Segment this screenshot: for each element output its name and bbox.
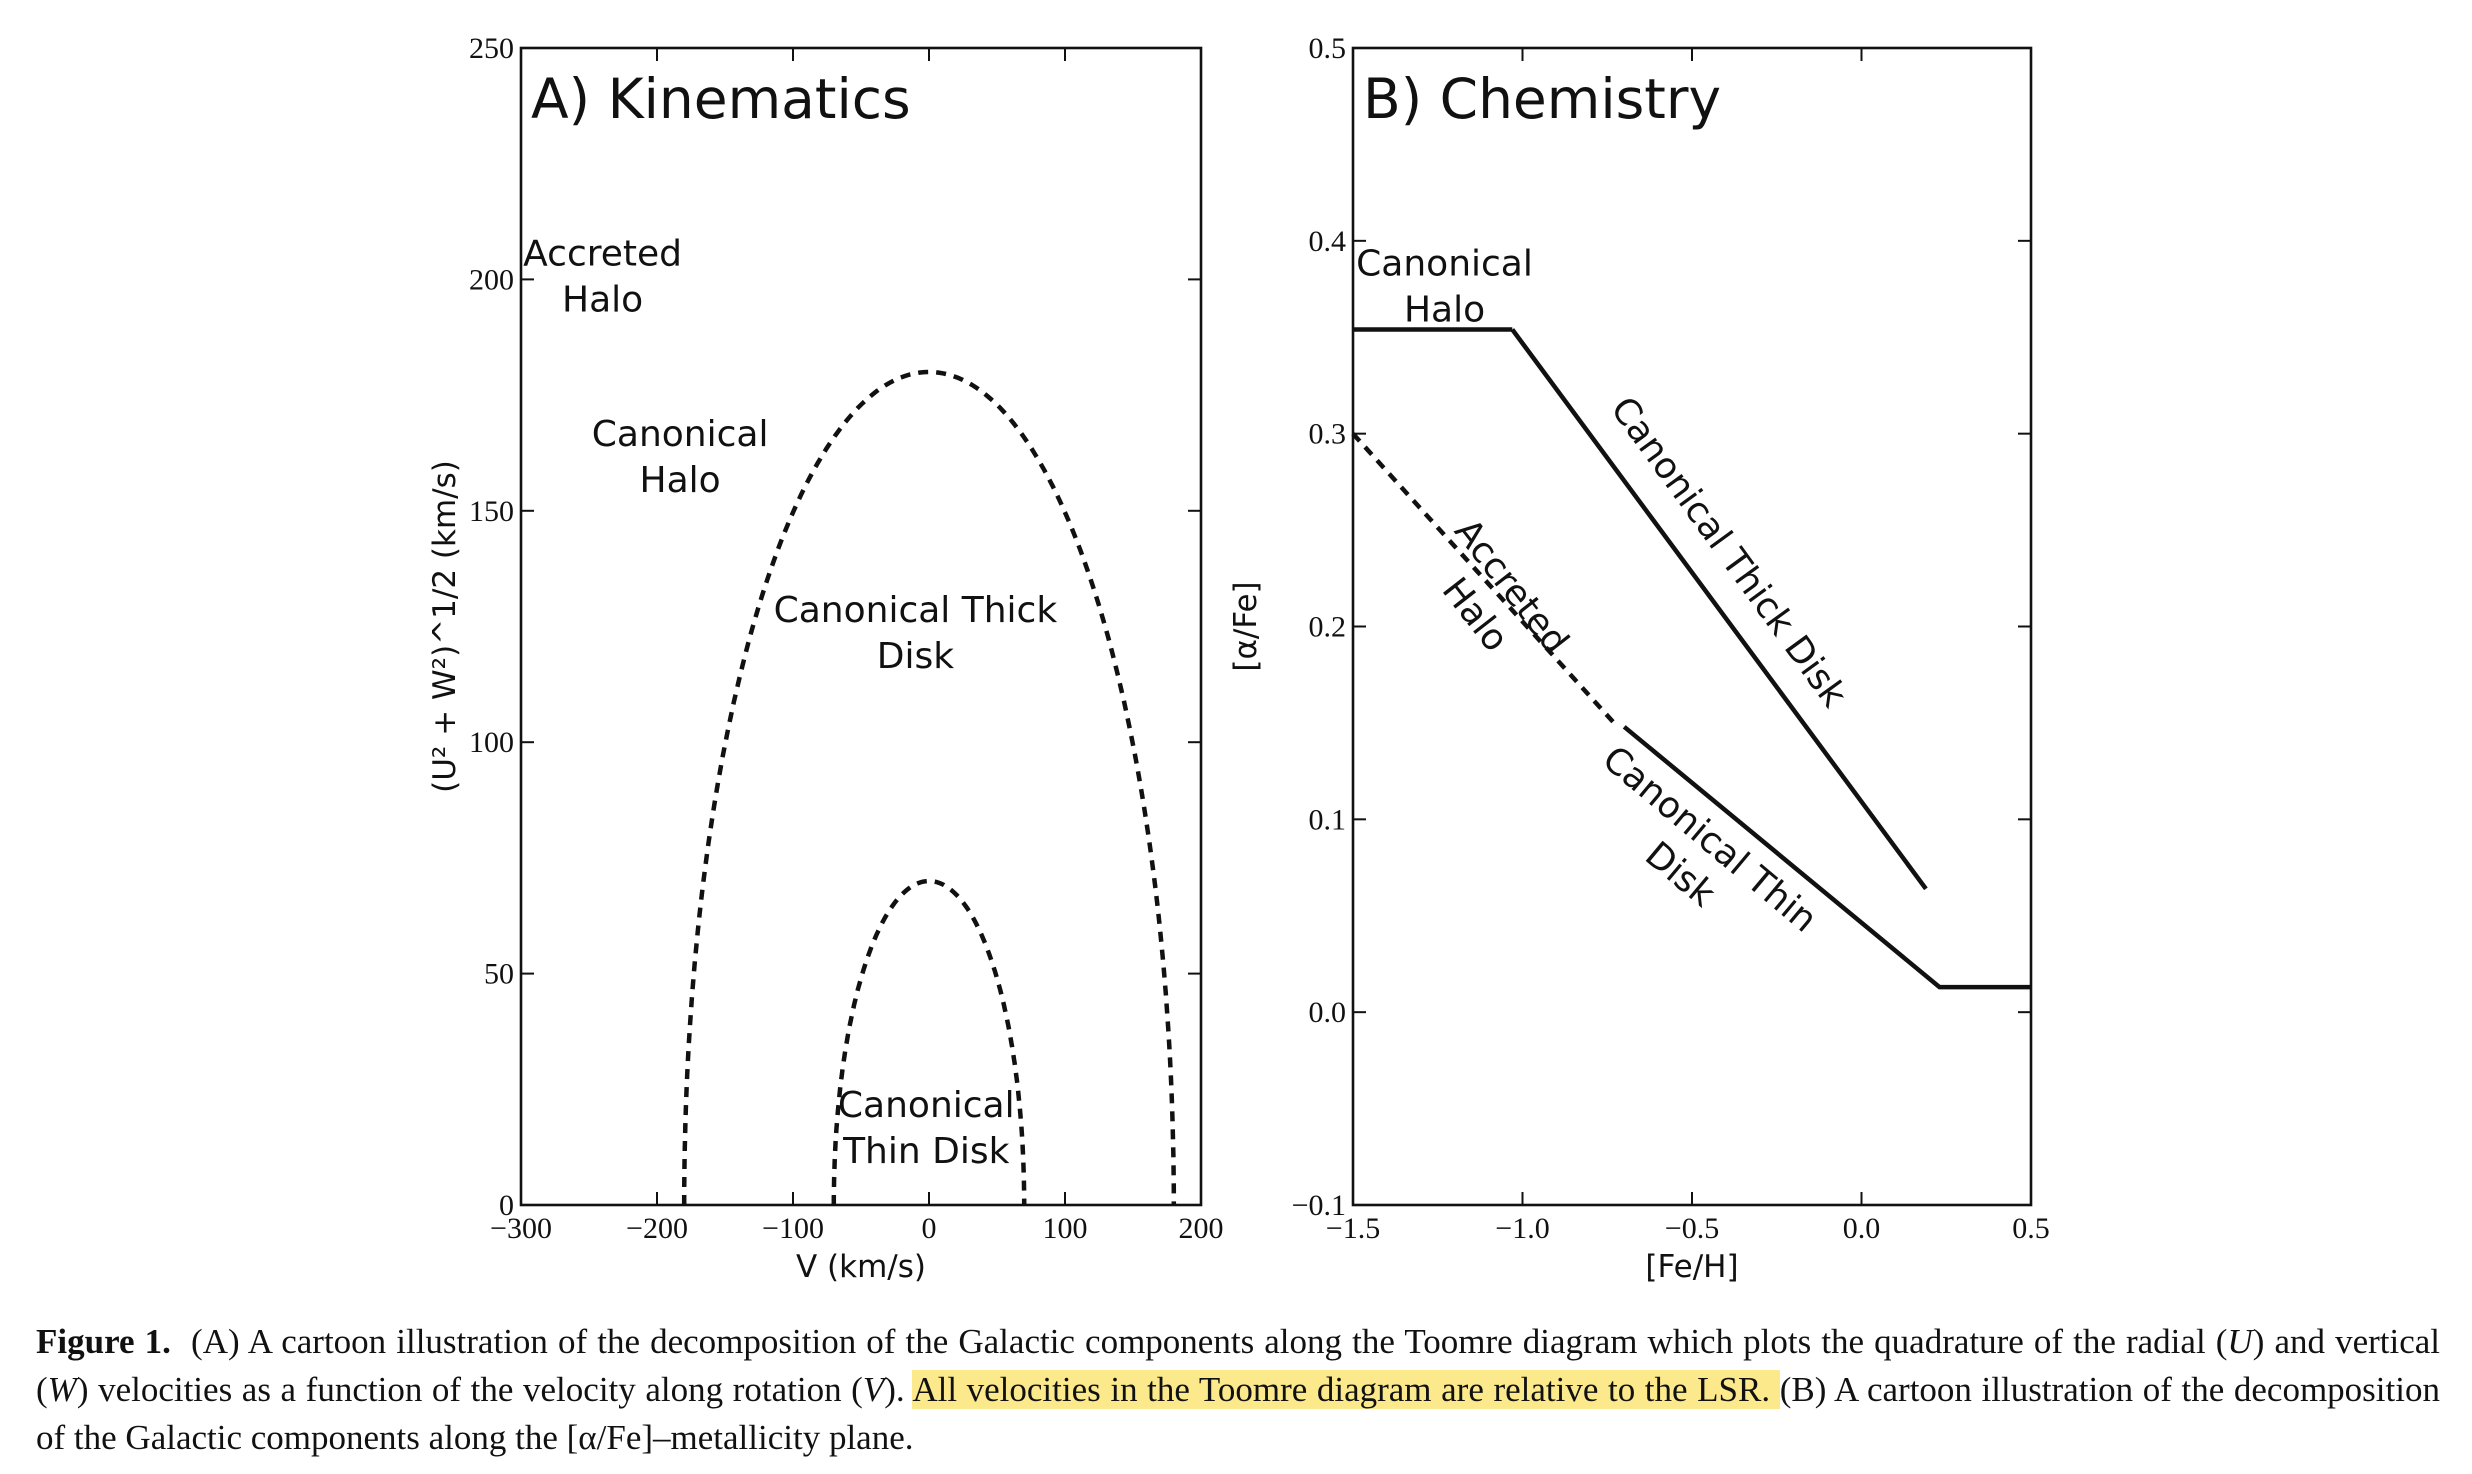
caption-text-3: ) velocities as a function of the veloci… (76, 1370, 863, 1409)
x-tick-label: −0.5 (1665, 1212, 1719, 1245)
region-label-line: Halo (1404, 290, 1485, 331)
x-axis-label: V (km/s) (796, 1249, 926, 1285)
region-label-line: Canonical (592, 414, 769, 455)
x-tick-label: 0.0 (1843, 1212, 1881, 1245)
region-label: Canonical Halo (592, 414, 769, 501)
x-tick-label: 0 (922, 1212, 937, 1245)
figure-caption: Figure 1. (A) A cartoon illustration of … (36, 1318, 2440, 1462)
y-tick-label: 0.2 (1309, 611, 1347, 644)
x-tick-label: 100 (1043, 1212, 1088, 1245)
region-label-line: Canonical Thin (1595, 738, 1825, 940)
y-tick-label: 0 (499, 1189, 514, 1222)
region-label-line: Accreted (523, 234, 682, 275)
region-label-line: Canonical (838, 1085, 1015, 1126)
region-label-line: Thin Disk (842, 1131, 1010, 1172)
region-label: AccretedHalo (1410, 511, 1576, 690)
y-tick-label: 250 (469, 32, 514, 65)
caption-text-4: ). (884, 1370, 913, 1409)
y-tick-label: 0.3 (1309, 418, 1347, 451)
y-tick-label: 0.4 (1309, 225, 1347, 258)
y-tick-label: 0.1 (1309, 803, 1347, 836)
y-axis-label: (U² + W²)^1/2 (km/s) (427, 460, 463, 793)
x-tick-label: 200 (1179, 1212, 1224, 1245)
caption-highlight: All velocities in the Toomre diagram are… (912, 1370, 1780, 1409)
caption-figure-number: Figure 1. (36, 1322, 171, 1361)
solid-boundary-line (1510, 328, 1928, 891)
caption-text-1: (A) A cartoon illustration of the decomp… (191, 1322, 2228, 1361)
region-label: Canonical Thin Disk (838, 1085, 1015, 1172)
plot-frame (519, 46, 1203, 1207)
panel-title: B) Chemistry (1363, 67, 1721, 131)
x-tick-label: −1.5 (1326, 1212, 1380, 1245)
panel-title: A) Kinematics (531, 67, 911, 131)
caption-text-5: (B) A cartoon illustration of the decomp… (36, 1370, 2440, 1457)
y-tick-label: 50 (484, 958, 514, 991)
region-label: Canonical Thick Disk (1602, 390, 1854, 715)
y-tick-label: 0.0 (1309, 996, 1347, 1029)
region-label-line: Disk (877, 636, 954, 677)
dashed-boundary-line (1351, 432, 1616, 725)
region-label: Canonical Halo (1356, 244, 1533, 331)
y-tick-label: 150 (469, 495, 514, 528)
panel-a-kinematics: −300 −200 −100 0 100 200 0 50 100 150 200 250 A) Kin… (427, 32, 1224, 1285)
region-label: Canonical ThinDisk (1565, 738, 1825, 975)
x-tick-label: −1.0 (1495, 1212, 1549, 1245)
y-tick-label: 200 (469, 263, 514, 296)
x-tick-label: −300 (490, 1212, 552, 1245)
x-tick-label: −200 (626, 1212, 688, 1245)
x-tick-label: −100 (762, 1212, 824, 1245)
region-label: Accreted Halo (523, 234, 682, 321)
solid-boundary-line (1622, 725, 2031, 990)
dashed-boundary-line (681, 369, 1177, 1205)
x-tick-label: 0.5 (2012, 1212, 2050, 1245)
region-label-line: Canonical (1356, 244, 1533, 285)
dashed-boundary-line (831, 878, 1027, 1205)
plot-frame (1351, 46, 2033, 1207)
figure: −300 −200 −100 0 100 200 0 50 100 150 200 250 A) Kin… (427, 32, 2050, 1285)
y-tick-label: 100 (469, 726, 514, 759)
y-tick-label: −0.1 (1292, 1189, 1346, 1222)
caption-u-symbol: U (2227, 1322, 2253, 1361)
region-label-line: Canonical Thick (774, 590, 1058, 631)
caption-v-symbol: V (862, 1370, 885, 1409)
region-label-line: Halo (562, 280, 643, 321)
region-label-line: Canonical Thick Disk (1602, 390, 1854, 715)
caption-text-2: ) and vertical ( (36, 1322, 2441, 1409)
caption-w-symbol: W (47, 1370, 77, 1409)
y-tick-label: 0.5 (1309, 32, 1347, 65)
region-label-line: Halo (640, 460, 721, 501)
region-label: Canonical Thick Disk (774, 590, 1058, 677)
y-axis-label: [α/Fe] (1228, 581, 1264, 671)
panel-b-chemistry: −1.5 −1.0 −0.5 0.0 0.5 −0.1 0.0 0.1 0.2 0.3 0.4 0.5… (1228, 32, 2050, 1285)
x-axis-label: [Fe/H] (1645, 1249, 1738, 1285)
